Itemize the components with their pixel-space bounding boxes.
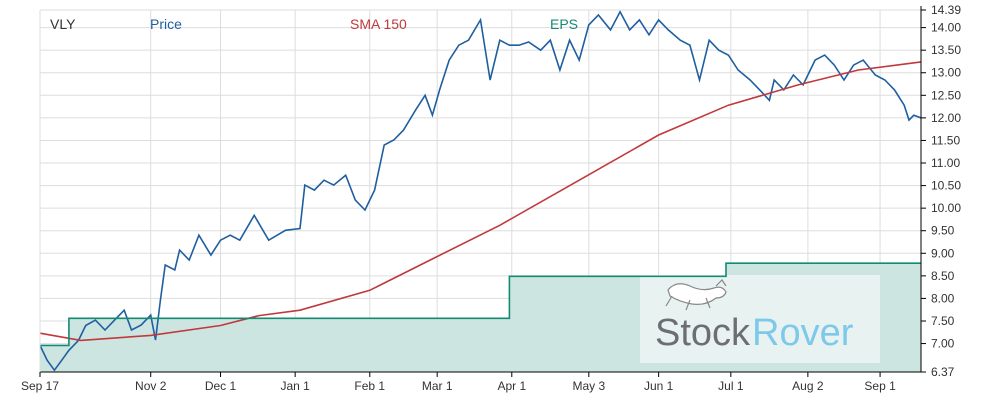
watermark-text-rover: Rover bbox=[752, 312, 854, 354]
stockrover-watermark: Stock Rover bbox=[640, 275, 880, 363]
series-lines bbox=[39, 10, 922, 372]
y-tick-label: 14.39 bbox=[931, 3, 961, 17]
x-tick-label: Jan 1 bbox=[280, 379, 310, 393]
watermark-text-stock: Stock bbox=[655, 312, 751, 354]
legend-eps: EPS bbox=[550, 16, 578, 32]
price-line bbox=[39, 10, 922, 372]
dog-logo-icon bbox=[665, 279, 727, 311]
y-tick-label: 11.00 bbox=[931, 156, 960, 170]
x-tick-label: Nov 2 bbox=[135, 379, 167, 393]
y-tick-label: 8.00 bbox=[931, 291, 955, 305]
legend-ticker: VLY bbox=[50, 16, 76, 32]
y-tick-label: 7.00 bbox=[931, 337, 955, 351]
eps-line bbox=[40, 262, 921, 347]
legend-sma: SMA 150 bbox=[350, 16, 407, 32]
y-tick-label: 14.00 bbox=[931, 21, 961, 35]
y-tick-label: 12.00 bbox=[931, 111, 961, 125]
y-tick-label: 13.00 bbox=[931, 66, 961, 80]
y-tick-label: 7.50 bbox=[931, 314, 955, 328]
y-tick-label: 10.00 bbox=[931, 201, 961, 215]
axes: 14.39 14.00 13.50 13.00 12.50 12.00 11.50 11.00… bbox=[21, 3, 961, 393]
x-tick-label: Aug 2 bbox=[792, 379, 824, 393]
y-tick-label: 8.50 bbox=[931, 269, 955, 283]
x-tick-label: May 3 bbox=[572, 379, 605, 393]
y-tick-label: 9.50 bbox=[931, 224, 955, 238]
y-tick-label: 10.50 bbox=[931, 179, 961, 193]
x-tick-label: Jun 1 bbox=[644, 379, 674, 393]
x-tick-label: Jul 1 bbox=[718, 379, 744, 393]
x-tick-label: Sep 1 bbox=[864, 379, 896, 393]
y-tick-label: 6.37 bbox=[931, 365, 955, 379]
sma-150-line bbox=[39, 61, 922, 342]
y-tick-label: 11.50 bbox=[931, 133, 960, 147]
y-tick-label: 9.00 bbox=[931, 246, 955, 260]
y-tick-label: 13.50 bbox=[931, 43, 961, 57]
y-tick-label: 12.50 bbox=[931, 88, 961, 102]
x-tick-label: Apr 1 bbox=[497, 379, 526, 393]
x-tick-label: Sep 17 bbox=[21, 379, 59, 393]
legend: VLY Price SMA 150 EPS bbox=[50, 16, 578, 32]
legend-price: Price bbox=[150, 16, 182, 32]
x-tick-label: Dec 1 bbox=[205, 379, 237, 393]
x-tick-label: Feb 1 bbox=[354, 379, 385, 393]
x-tick-label: Mar 1 bbox=[422, 379, 453, 393]
